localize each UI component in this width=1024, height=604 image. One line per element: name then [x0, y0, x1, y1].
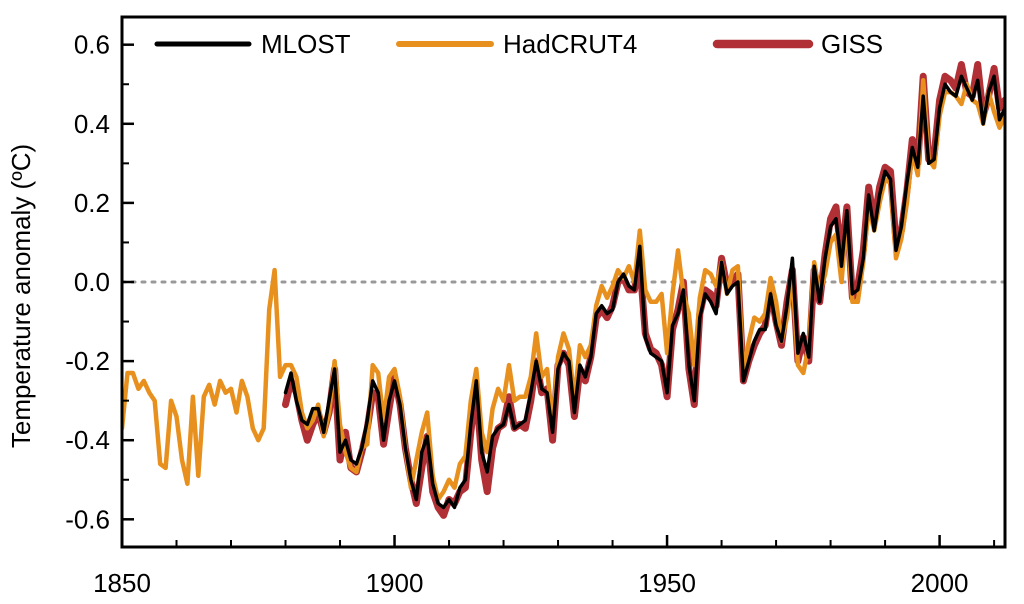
series-group [122, 61, 1005, 519]
y-tick-label: -0.6 [65, 504, 110, 534]
legend-label-hadcrut4: HadCRUT4 [503, 29, 637, 59]
legend-label-mlost: MLOST [261, 29, 351, 59]
y-tick-label: 0.6 [74, 30, 110, 60]
x-tick-label: 1900 [366, 568, 424, 598]
y-tick-label: 0.2 [74, 188, 110, 218]
y-tick-label: -0.2 [65, 346, 110, 376]
y-tick-label: -0.4 [65, 425, 110, 455]
y-axis-title: Temperature anomaly (ºC) [6, 144, 36, 448]
legend: MLOST HadCRUT4 GISS [154, 29, 883, 59]
series-line-hadcrut4 [122, 78, 1005, 502]
x-tick-label: 1950 [638, 568, 696, 598]
x-tick-label: 2000 [911, 568, 969, 598]
y-tick-label: 0.4 [74, 109, 110, 139]
plot-area [120, 61, 1007, 519]
y-tick-label: 0.0 [74, 267, 110, 297]
series-line-mlost [283, 74, 1005, 510]
x-tick-label: 1850 [93, 568, 151, 598]
legend-label-giss: GISS [821, 29, 883, 59]
axes: -0.6 -0.4 -0.2 0.0 0.2 0.4 0.6 1850 1900 1950 2000 [65, 15, 1007, 598]
